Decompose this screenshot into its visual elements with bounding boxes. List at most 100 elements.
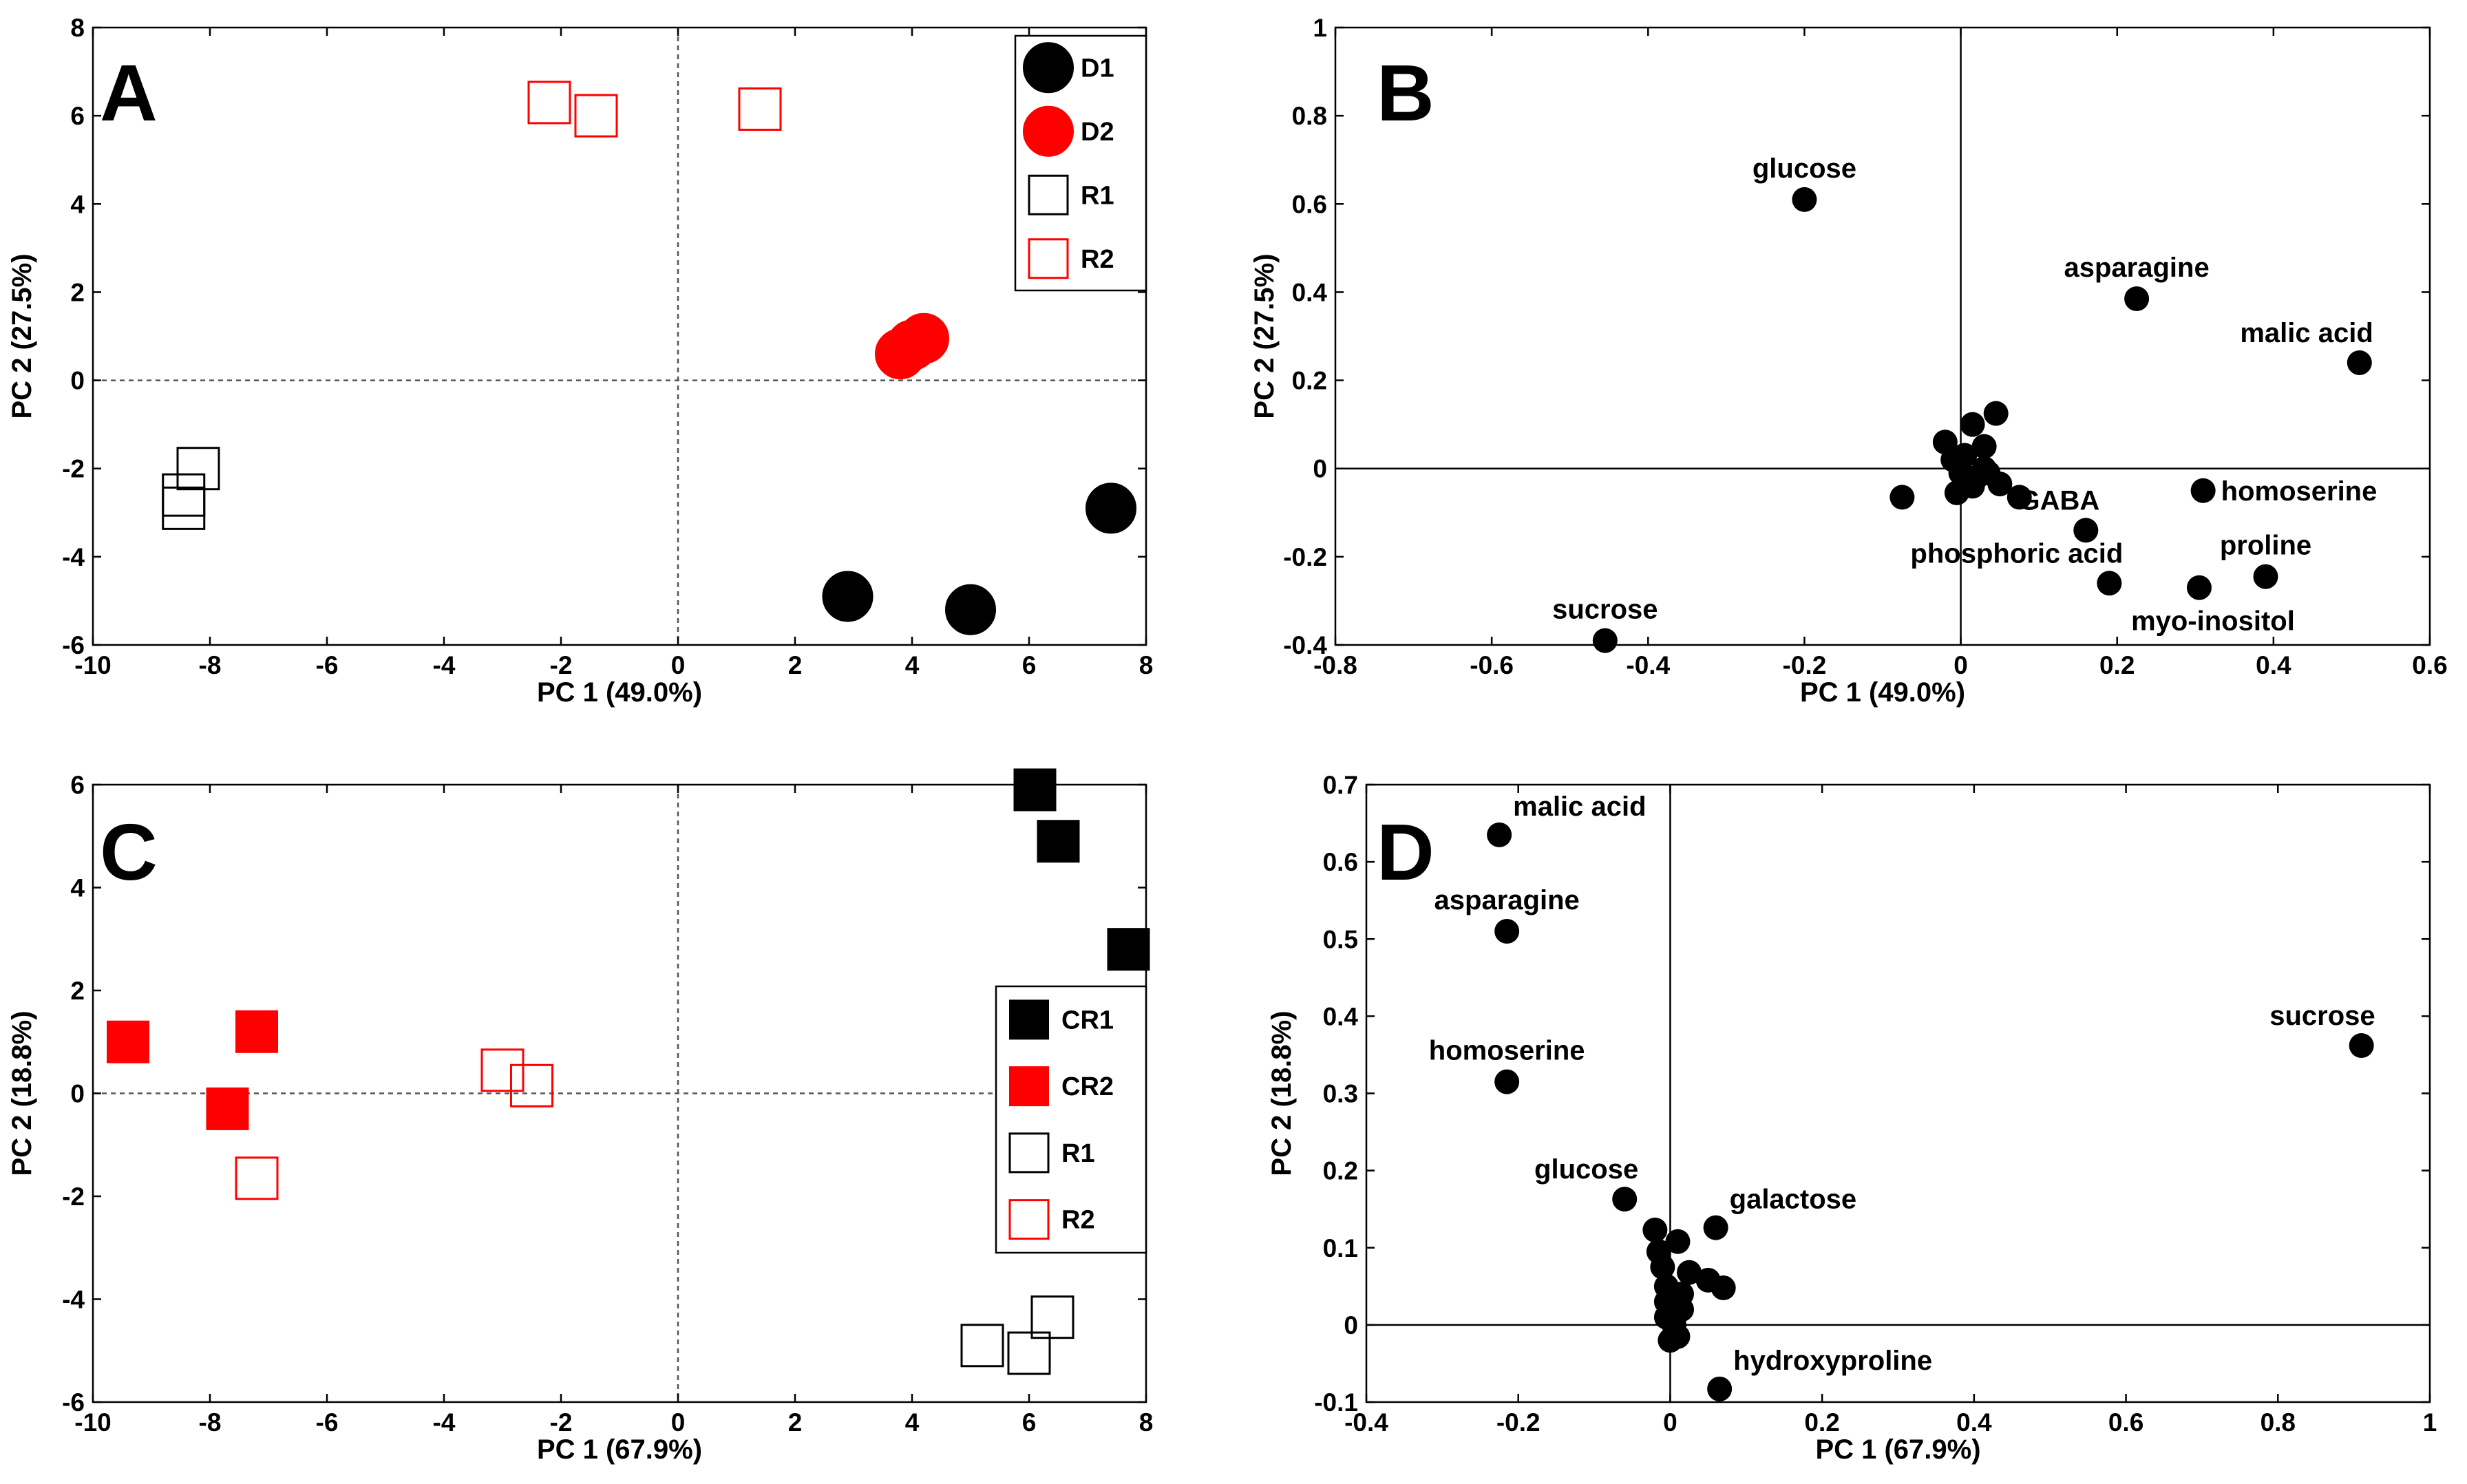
loading-point xyxy=(1487,822,1512,847)
x-tick-label: -8 xyxy=(199,651,222,679)
panel-C: -10 -8 -6 -4 -2 0 2 4 6 8 -6 -4 -2 0 2 4 6 PC 1 (67.9%) PC… xyxy=(7,768,1154,1465)
point-label: sucrose xyxy=(2269,1001,2375,1031)
legend-label-R2: R2 xyxy=(1081,245,1114,274)
point-label: myo-inositol xyxy=(2131,606,2295,637)
data-point-R1 xyxy=(1030,1295,1074,1339)
data-point-R1 xyxy=(960,1324,1004,1368)
x-tick-label: 0.2 xyxy=(2099,651,2135,679)
y-axis-label: PC 2 (18.8%) xyxy=(1267,1010,1297,1176)
legend-box xyxy=(995,985,1147,1254)
x-tick-label: -4 xyxy=(433,651,456,679)
y-tick-label: -6 xyxy=(62,1388,85,1417)
series-R2 xyxy=(235,1048,553,1200)
x-tick-label: 4 xyxy=(905,651,920,679)
x-tick-label: -0.4 xyxy=(1626,651,1670,679)
data-point-D1 xyxy=(945,584,996,635)
loading-point xyxy=(2347,350,2372,375)
loading-point xyxy=(1642,1217,1668,1242)
loading-point xyxy=(1971,434,1997,459)
y-tick-label: 0 xyxy=(70,367,85,395)
data-point-CR1 xyxy=(1107,928,1150,971)
x-tick-label: 0 xyxy=(1663,1408,1677,1437)
point-label: galactose xyxy=(1730,1185,1857,1215)
point-label: proline xyxy=(2220,531,2311,561)
loading-point xyxy=(2007,485,2032,510)
y-tick-label: 0 xyxy=(70,1080,85,1108)
y-axis-label: PC 2 (27.5%) xyxy=(1249,253,1280,418)
y-tick-label: 0.2 xyxy=(1323,1157,1358,1185)
point-label: glucose xyxy=(1753,153,1856,184)
data-point-R1 xyxy=(1007,1331,1051,1375)
data-point-CR1 xyxy=(1013,768,1057,812)
data-point-D1 xyxy=(1086,483,1136,534)
data-point-R2 xyxy=(235,1156,279,1200)
data-point-CR2 xyxy=(235,1010,278,1053)
x-tick-label: 0.6 xyxy=(2412,651,2447,679)
loading-point xyxy=(2349,1032,2374,1058)
point-label: sucrose xyxy=(1552,595,1658,625)
x-tick-label: 4 xyxy=(905,1408,920,1437)
legend-marker-D2 xyxy=(1023,105,1074,157)
x-tick-label: 0.6 xyxy=(2108,1408,2143,1437)
legend-label-R1: R1 xyxy=(1061,1139,1095,1168)
series-R1 xyxy=(162,447,220,530)
y-tick-label: -0.4 xyxy=(1283,631,1327,659)
loading-point xyxy=(1592,628,1618,653)
x-tick-label: -0.2 xyxy=(1496,1408,1540,1437)
loading-point xyxy=(1703,1215,1728,1240)
x-tick-label: 0 xyxy=(671,651,686,679)
x-tick-label: -6 xyxy=(316,651,339,679)
panel-letter: D xyxy=(1377,807,1434,897)
loading-point xyxy=(1889,485,1915,510)
legend-label-D1: D1 xyxy=(1081,54,1114,83)
y-tick-label: 1 xyxy=(1313,14,1327,42)
x-tick-label: -0.8 xyxy=(1313,651,1357,679)
loading-point xyxy=(2073,518,2099,543)
y-tick-label: 0.4 xyxy=(1323,1002,1359,1030)
y-tick-label: -0.1 xyxy=(1314,1388,1358,1417)
x-tick-label: 1 xyxy=(2423,1408,2437,1437)
x-tick-label: -2 xyxy=(550,1408,573,1437)
loading-point xyxy=(1987,471,2013,497)
y-tick-label: -6 xyxy=(62,631,85,659)
point-label: GABA xyxy=(2019,485,2100,516)
y-axis-label: PC 2 (18.8%) xyxy=(7,1010,37,1176)
y-tick-label: -4 xyxy=(62,543,85,571)
data-point-D2 xyxy=(898,312,949,364)
x-tick-label: 6 xyxy=(1022,1408,1037,1437)
x-tick-label: 0.8 xyxy=(2260,1408,2296,1437)
y-tick-label: 6 xyxy=(70,771,85,799)
x-tick-label: -0.6 xyxy=(1470,651,1514,679)
y-tick-label: 0.6 xyxy=(1323,848,1358,876)
data-point-R1 xyxy=(176,447,220,491)
x-tick-label: -10 xyxy=(74,651,111,679)
loading-point xyxy=(1983,401,2009,426)
panel-A: -10 -8 -6 -4 -2 0 2 4 6 8 -6 -4 -2 0 2 4 6 8 PC 1 (49.0%) P… xyxy=(7,14,1153,708)
legend-marker-CR2 xyxy=(1009,1066,1049,1107)
loading-point xyxy=(1960,412,1985,437)
data-point-CR1 xyxy=(1037,820,1080,863)
legend-label-D2: D2 xyxy=(1081,118,1114,147)
x-tick-label: 0.2 xyxy=(1804,1408,1839,1437)
x-tick-label: 0 xyxy=(1954,651,1968,679)
series-R2 xyxy=(527,81,782,138)
panel-letter: B xyxy=(1377,48,1434,138)
x-tick-label: 8 xyxy=(1139,1408,1154,1437)
x-tick-label: 0.4 xyxy=(2256,651,2291,679)
panel-B: -0.8 -0.6 -0.4 -0.2 0 0.2 0.4 0.6 -0.4 -0.2 0 0.2 0.… xyxy=(1249,14,2448,708)
y-tick-label: 0.5 xyxy=(1323,925,1358,953)
y-tick-label: 6 xyxy=(70,102,85,130)
y-tick-label: 2 xyxy=(70,278,85,306)
legend-marker-D1 xyxy=(1023,42,1074,94)
loading-point xyxy=(1612,1187,1638,1212)
data-point-R2 xyxy=(527,81,571,125)
y-tick-label: -2 xyxy=(62,1183,85,1211)
legend-marker-R2 xyxy=(1028,238,1069,279)
y-tick-label: 0.3 xyxy=(1323,1080,1358,1108)
point-label: glucose xyxy=(1534,1154,1638,1185)
loading-point xyxy=(1971,456,1997,481)
x-tick-label: 6 xyxy=(1022,651,1037,679)
x-axis-label: PC 1 (49.0%) xyxy=(537,677,702,708)
legend-label-CR1: CR1 xyxy=(1061,1006,1114,1035)
